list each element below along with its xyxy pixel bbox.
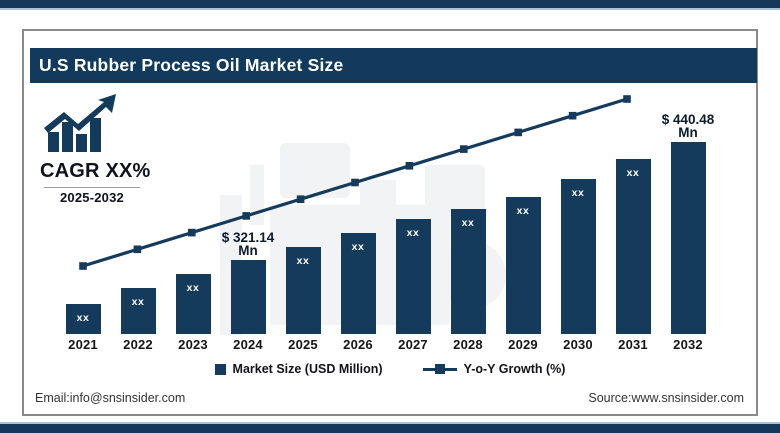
legend-label-market-size: Market Size (USD Million) bbox=[232, 362, 383, 376]
x-axis-label-2026: 2026 bbox=[343, 337, 373, 352]
bar-value-label: xx bbox=[406, 227, 420, 239]
bar-2022: xx bbox=[120, 288, 156, 334]
bar-value-label: xx bbox=[626, 167, 640, 179]
x-axis-label-2024: 2024 bbox=[233, 337, 263, 352]
line-marker bbox=[623, 95, 631, 103]
bar-value-label: xx bbox=[131, 296, 145, 308]
x-axis-label-2030: 2030 bbox=[563, 337, 593, 352]
bar-2023: xx bbox=[175, 274, 211, 334]
line-marker bbox=[514, 128, 522, 137]
x-axis-label-2022: 2022 bbox=[123, 337, 153, 352]
cagr-value: CAGR XX% bbox=[40, 160, 151, 182]
cagr-block: CAGR XX% 2025-2032 bbox=[40, 94, 160, 205]
bar-2032 bbox=[670, 142, 706, 334]
bar-2024 bbox=[230, 260, 266, 334]
line-marker bbox=[188, 228, 196, 237]
bar-value-label: xx bbox=[296, 255, 310, 267]
legend-item-growth: Y-o-Y Growth (%) bbox=[422, 362, 566, 376]
x-axis-label-2029: 2029 bbox=[508, 337, 538, 352]
bar-callout-label-2032: $ 440.48 Mn bbox=[661, 112, 715, 140]
page-title: U.S Rubber Process Oil Market Size bbox=[39, 55, 344, 75]
line-swatch-icon bbox=[422, 364, 457, 374]
top-brand-strip bbox=[0, 0, 780, 10]
x-axis-label-2028: 2028 bbox=[453, 337, 483, 352]
bar-value-label: xx bbox=[76, 312, 90, 324]
bar-value-label: xx bbox=[516, 205, 530, 217]
line-marker bbox=[242, 212, 250, 220]
bar-value-label: xx bbox=[186, 282, 200, 294]
cagr-period: 2025-2032 bbox=[60, 190, 124, 205]
x-axis-label-2032: 2032 bbox=[673, 337, 703, 352]
bar-callout-label-2024: $ 321.14 Mn bbox=[221, 230, 275, 258]
line-marker bbox=[351, 178, 359, 187]
x-axis-label-2027: 2027 bbox=[398, 337, 428, 352]
bar-2031: xx bbox=[615, 159, 651, 334]
growth-chart-icon bbox=[44, 94, 116, 152]
chart-legend: Market Size (USD Million) Y-o-Y Growth (… bbox=[0, 362, 780, 376]
bar-swatch-icon bbox=[214, 363, 226, 375]
bar-2026: xx bbox=[340, 233, 376, 334]
bar-2027: xx bbox=[395, 219, 431, 334]
bar-2028: xx bbox=[450, 209, 486, 334]
x-axis-label-2021: 2021 bbox=[68, 337, 98, 352]
x-axis-label-2031: 2031 bbox=[618, 337, 648, 352]
line-marker bbox=[79, 262, 87, 270]
title-banner: U.S Rubber Process Oil Market Size bbox=[30, 48, 757, 83]
x-axis-label-2025: 2025 bbox=[288, 337, 318, 352]
line-marker bbox=[296, 195, 305, 203]
cagr-divider bbox=[44, 187, 140, 188]
bar-2025: xx bbox=[285, 247, 321, 334]
legend-label-growth: Y-o-Y Growth (%) bbox=[463, 362, 566, 376]
bar-value-label: xx bbox=[571, 187, 585, 199]
bar-value-label: xx bbox=[461, 217, 475, 229]
x-axis-label-2023: 2023 bbox=[178, 337, 208, 352]
bar-2030: xx bbox=[560, 179, 596, 334]
line-marker bbox=[405, 162, 414, 170]
line-marker bbox=[460, 145, 468, 153]
footer-source: Source:www.snsinsider.com bbox=[588, 391, 744, 405]
bar-2021: xx bbox=[65, 304, 101, 334]
bar-value-label: xx bbox=[351, 241, 365, 253]
bar-2029: xx bbox=[505, 197, 541, 334]
line-marker bbox=[568, 111, 577, 120]
footer-email: Email:info@snsinsider.com bbox=[35, 391, 186, 405]
line-marker bbox=[133, 245, 142, 254]
bottom-brand-strip bbox=[0, 422, 780, 433]
legend-item-market-size: Market Size (USD Million) bbox=[214, 362, 383, 376]
